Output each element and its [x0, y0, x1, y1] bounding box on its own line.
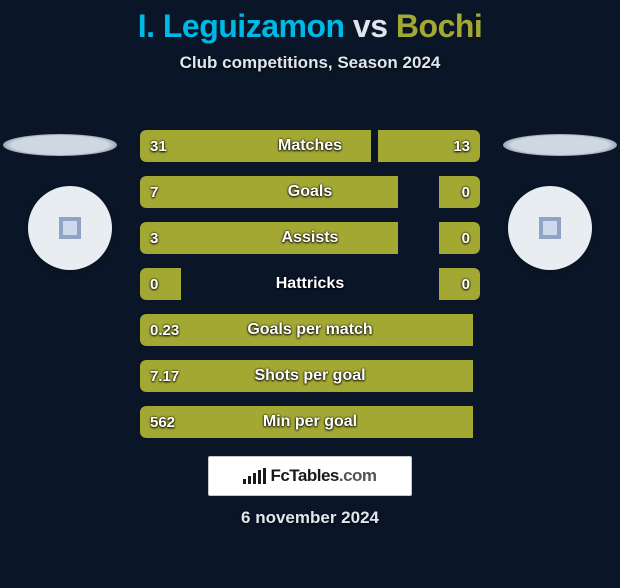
- logo-main: FcTables: [270, 466, 338, 485]
- comparison-title: I. Leguizamon vs Bochi: [0, 8, 620, 45]
- player2-avatar: [508, 186, 592, 270]
- stat-row: 7.17Shots per goal: [140, 360, 480, 392]
- stats-container: 3113Matches 70Goals 30Assists 00Hattricks 0.…: [140, 130, 480, 452]
- player2-shadow: [503, 134, 617, 156]
- logo-domain: .com: [339, 466, 377, 485]
- date-text: 6 november 2024: [0, 508, 620, 528]
- stat-label: Min per goal: [140, 406, 480, 438]
- bars-icon: [243, 468, 266, 484]
- stat-label: Assists: [140, 222, 480, 254]
- stat-row: 30Assists: [140, 222, 480, 254]
- stat-label: Shots per goal: [140, 360, 480, 392]
- stat-label: Hattricks: [140, 268, 480, 300]
- stat-row: 70Goals: [140, 176, 480, 208]
- stat-row: 562Min per goal: [140, 406, 480, 438]
- player2-name: Bochi: [396, 8, 482, 44]
- placeholder-icon: [59, 217, 81, 239]
- player1-shadow: [3, 134, 117, 156]
- stat-label: Goals: [140, 176, 480, 208]
- player1-name: I. Leguizamon: [138, 8, 345, 44]
- stat-row: 0.23Goals per match: [140, 314, 480, 346]
- player1-avatar: [28, 186, 112, 270]
- stat-label: Matches: [140, 130, 480, 162]
- stat-row: 00Hattricks: [140, 268, 480, 300]
- subtitle-text: Club competitions, Season 2024: [0, 53, 620, 73]
- logo-text: FcTables.com: [270, 466, 376, 486]
- vs-text: vs: [353, 8, 388, 44]
- stat-label: Goals per match: [140, 314, 480, 346]
- fctables-logo: FcTables.com: [208, 456, 412, 496]
- stat-row: 3113Matches: [140, 130, 480, 162]
- placeholder-icon: [539, 217, 561, 239]
